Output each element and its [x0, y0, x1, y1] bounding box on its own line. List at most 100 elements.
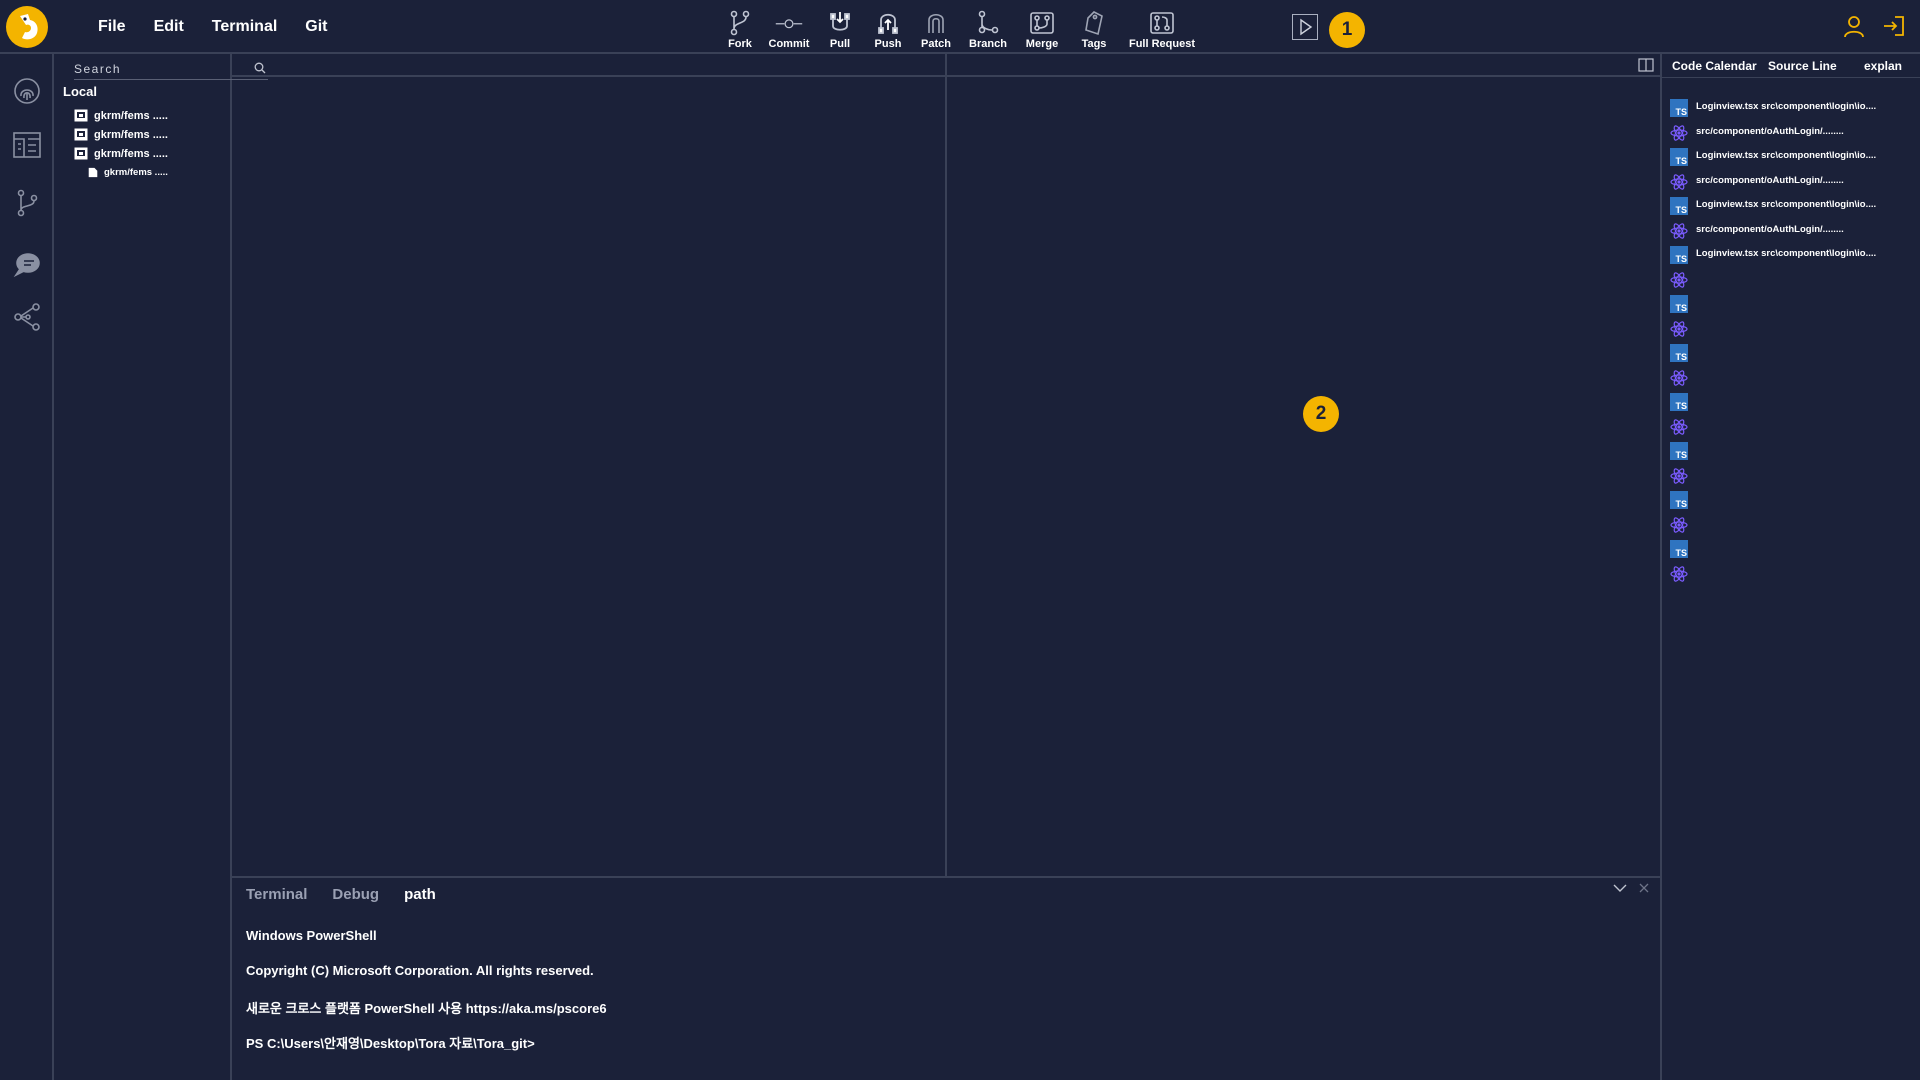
activity-fingerprint[interactable]: [10, 74, 44, 108]
commit-icon: [775, 8, 803, 38]
react-file-icon: [1670, 467, 1688, 484]
right-sidebar: Code Calendar Source Line explan TS Login…: [1660, 54, 1920, 1080]
list-item[interactable]: TS: [1670, 489, 1920, 514]
git-branch-icon: [17, 189, 38, 217]
recent-files-list: TS Loginview.tsx src\component\login\io..…: [1670, 97, 1920, 587]
menu-git[interactable]: Git: [305, 18, 328, 35]
list-item[interactable]: TS: [1670, 440, 1920, 465]
menu-terminal[interactable]: Terminal: [211, 18, 278, 35]
patch-button[interactable]: Patch: [912, 6, 960, 50]
react-file-icon: [1670, 271, 1688, 288]
react-file-icon: [1670, 516, 1688, 533]
terminal-output[interactable]: Windows PowerShell Copyright (C) Microso…: [246, 928, 607, 1068]
files-icon: [13, 132, 41, 158]
activity-explorer[interactable]: [10, 128, 44, 162]
split-editor-icon[interactable]: [1638, 58, 1654, 72]
app-logo-icon[interactable]: [6, 6, 48, 48]
menu-bar: File Edit Terminal Git: [98, 0, 356, 54]
list-item[interactable]: src/component/oAuthLogin/........: [1670, 220, 1920, 245]
fork-icon: [726, 8, 754, 38]
chevron-down-icon[interactable]: [1612, 882, 1628, 894]
logout-button[interactable]: [1882, 14, 1906, 38]
tree-item[interactable]: gkrm/fems .....: [54, 144, 232, 163]
list-item[interactable]: TS: [1670, 342, 1920, 367]
list-item[interactable]: TS Loginview.tsx src\component\login\io..…: [1670, 146, 1920, 171]
editor-area: [232, 54, 1660, 876]
tab-debug[interactable]: Debug: [332, 886, 380, 903]
list-item[interactable]: [1670, 416, 1920, 441]
typescript-file-icon: TS: [1670, 540, 1688, 558]
react-file-icon: [1670, 418, 1688, 435]
panel-tabs: Terminal Debug path: [246, 886, 461, 903]
menu-edit[interactable]: Edit: [153, 18, 184, 35]
tab-path[interactable]: path: [404, 886, 436, 903]
list-item[interactable]: [1670, 465, 1920, 490]
list-item[interactable]: [1670, 514, 1920, 539]
typescript-file-icon: TS: [1670, 442, 1688, 460]
patch-icon: [922, 8, 950, 38]
typescript-file-icon: TS: [1670, 491, 1688, 509]
list-item[interactable]: src/component/oAuthLogin/........: [1670, 171, 1920, 196]
list-item[interactable]: [1670, 563, 1920, 588]
editor-pane-divider[interactable]: [945, 54, 947, 876]
typescript-file-icon: TS: [1670, 393, 1688, 411]
file-path-label: Loginview.tsx src\component\login\io....: [1696, 199, 1877, 210]
list-item[interactable]: TS Loginview.tsx src\component\login\io..…: [1670, 195, 1920, 220]
section-title-local: Local: [63, 84, 97, 99]
explorer-panel: Local gkrm/fems ..... gkrm/fems ..... gk…: [54, 54, 268, 1080]
push-button[interactable]: Push: [864, 6, 912, 50]
user-profile-button[interactable]: [1842, 14, 1866, 38]
bottom-panel: Terminal Debug path Windows PowerShell C…: [232, 876, 1660, 1080]
run-button[interactable]: [1292, 14, 1318, 40]
tab-terminal[interactable]: Terminal: [246, 886, 308, 903]
list-item[interactable]: [1670, 269, 1920, 294]
list-item[interactable]: TS: [1670, 293, 1920, 318]
file-path-label: src/component/oAuthLogin/........: [1696, 125, 1844, 137]
full-request-button[interactable]: Full Request: [1120, 6, 1204, 50]
tab-source-line[interactable]: Source Line: [1768, 59, 1837, 73]
logout-icon: [1884, 16, 1904, 36]
fork-button[interactable]: Fork: [718, 6, 762, 50]
push-icon: [874, 8, 902, 38]
activity-chat[interactable]: [10, 248, 44, 282]
close-icon[interactable]: [1638, 882, 1650, 894]
activity-share[interactable]: [10, 300, 44, 334]
typescript-file-icon: TS: [1670, 197, 1688, 215]
list-item[interactable]: TS: [1670, 538, 1920, 563]
pull-icon: [826, 8, 854, 38]
branch-button[interactable]: Branch: [960, 6, 1016, 50]
share-icon: [14, 303, 40, 331]
tree-item[interactable]: gkrm/fems .....: [54, 106, 232, 125]
file-path-label: Loginview.tsx src\component\login\io....: [1696, 248, 1877, 259]
tab-explan[interactable]: explan: [1864, 59, 1903, 73]
pull-button[interactable]: Pull: [816, 6, 864, 50]
tab-code-calendar[interactable]: Code Calendar: [1672, 59, 1757, 73]
react-file-icon: [1670, 369, 1688, 386]
activity-source-control[interactable]: [10, 186, 44, 220]
folder-icon: [74, 147, 88, 160]
react-file-icon: [1670, 173, 1688, 190]
react-file-icon: [1670, 565, 1688, 582]
top-bar: File Edit Terminal Git Fork Commit Pull: [0, 0, 1920, 54]
search-input[interactable]: [74, 60, 234, 78]
react-file-icon: [1670, 222, 1688, 239]
typescript-file-icon: TS: [1670, 344, 1688, 362]
list-item[interactable]: TS: [1670, 391, 1920, 416]
step-badge-1: 1: [1329, 12, 1365, 48]
typescript-file-icon: TS: [1670, 295, 1688, 313]
merge-button[interactable]: Merge: [1016, 6, 1068, 50]
search-icon[interactable]: [254, 62, 266, 74]
tags-button[interactable]: Tags: [1068, 6, 1120, 50]
file-path-label: Loginview.tsx src\component\login\io....: [1696, 150, 1877, 161]
folder-icon: [74, 109, 88, 122]
menu-file[interactable]: File: [98, 18, 126, 35]
commit-button[interactable]: Commit: [762, 6, 816, 50]
tree-item[interactable]: gkrm/fems .....: [54, 163, 232, 182]
list-item[interactable]: src/component/oAuthLogin/........: [1670, 122, 1920, 147]
search-box: [74, 58, 268, 80]
list-item[interactable]: TS Loginview.tsx src\component\login\io..…: [1670, 244, 1920, 269]
list-item[interactable]: TS Loginview.tsx src\component\login\io..…: [1670, 97, 1920, 122]
list-item[interactable]: [1670, 367, 1920, 392]
list-item[interactable]: [1670, 318, 1920, 343]
tree-item[interactable]: gkrm/fems .....: [54, 125, 232, 144]
